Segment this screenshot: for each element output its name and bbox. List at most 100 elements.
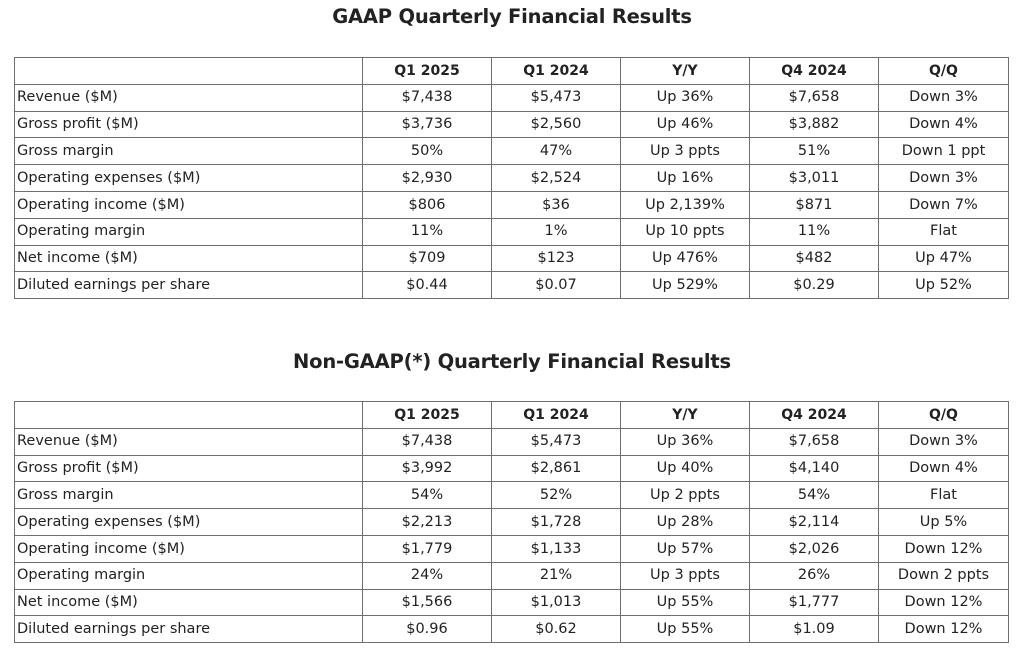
row-label: Operating income ($M) [14, 534, 363, 563]
header-row: Q1 2025 Q1 2024 Y/Y Q4 2024 Q/Q [14, 401, 1009, 429]
value-cell: $2,213 [362, 508, 492, 536]
value-cell: $871 [749, 190, 879, 219]
value-cell: $3,992 [362, 454, 492, 483]
nongaap-table-body: Revenue ($M) $7,438 $5,473 Up 36% $7,658 Down… [14, 427, 1009, 644]
row-label: Diluted earnings per share [14, 271, 363, 300]
value-cell: $482 [749, 244, 879, 273]
column-header: Q1 2024 [491, 57, 621, 85]
value-cell: $1,728 [491, 508, 621, 536]
table-row: Operating income ($M) $1,779 $1,133 Up 57% $… [14, 534, 1009, 563]
value-cell: $0.62 [491, 615, 621, 644]
value-cell: $3,882 [749, 110, 879, 139]
value-cell: Up 3 ppts [620, 561, 750, 590]
header-row: Q1 2025 Q1 2024 Y/Y Q4 2024 Q/Q [14, 57, 1009, 85]
value-cell: Flat [878, 481, 1009, 510]
value-cell: Down 12% [878, 534, 1009, 563]
column-header: Y/Y [620, 401, 750, 429]
value-cell: 47% [491, 137, 621, 166]
value-cell: Up 55% [620, 588, 750, 617]
value-cell: $3,011 [749, 164, 879, 192]
value-cell: Up 16% [620, 164, 750, 192]
value-cell: $7,658 [749, 83, 879, 112]
value-cell: Up 529% [620, 271, 750, 300]
value-cell: Down 7% [878, 190, 1009, 219]
column-header: Y/Y [620, 57, 750, 85]
value-cell: $709 [362, 244, 492, 273]
value-cell: 11% [362, 217, 492, 246]
value-cell: $36 [491, 190, 621, 219]
gaap-title: GAAP Quarterly Financial Results [332, 5, 692, 28]
row-label: Operating income ($M) [14, 190, 363, 219]
column-header: Q/Q [878, 401, 1009, 429]
row-label: Diluted earnings per share [14, 615, 363, 644]
value-cell: Down 1 ppt [878, 137, 1009, 166]
table-row: Gross profit ($M) $3,992 $2,861 Up 40% $4,14… [14, 454, 1009, 483]
value-cell: Up 28% [620, 508, 750, 536]
row-label: Gross margin [14, 481, 363, 510]
row-label: Net income ($M) [14, 588, 363, 617]
value-cell: 26% [749, 561, 879, 590]
value-cell: $0.29 [749, 271, 879, 300]
value-cell: $1,779 [362, 534, 492, 563]
header-corner-cell [14, 401, 363, 429]
column-header: Q1 2024 [491, 401, 621, 429]
table-row: Net income ($M) $709 $123 Up 476% $482 Up 47% [14, 244, 1009, 273]
gaap-results-table: Q1 2025 Q1 2024 Y/Y Q4 2024 Q/Q Revenue ($M)… [14, 57, 1009, 300]
value-cell: 21% [491, 561, 621, 590]
table-row: Operating expenses ($M) $2,213 $1,728 Up 28… [14, 508, 1009, 536]
value-cell: Up 36% [620, 427, 750, 456]
gaap-table-body: Revenue ($M) $7,438 $5,473 Up 36% $7,658 Down… [14, 83, 1009, 300]
value-cell: Up 2 ppts [620, 481, 750, 510]
row-label: Net income ($M) [14, 244, 363, 273]
value-cell: $5,473 [491, 83, 621, 112]
value-cell: 51% [749, 137, 879, 166]
value-cell: $5,473 [491, 427, 621, 456]
table-row: Diluted earnings per share $0.44 $0.07 Up 5… [14, 271, 1009, 300]
table-row: Operating margin 24% 21% Up 3 ppts 26% Down 2… [14, 561, 1009, 590]
value-cell: Down 12% [878, 615, 1009, 644]
table-row: Gross margin 54% 52% Up 2 ppts 54% Flat [14, 481, 1009, 510]
value-cell: Up 3 ppts [620, 137, 750, 166]
row-label: Gross profit ($M) [14, 454, 363, 483]
value-cell: Up 2,139% [620, 190, 750, 219]
row-label: Operating margin [14, 217, 363, 246]
column-header: Q4 2024 [749, 401, 879, 429]
value-cell: Flat [878, 217, 1009, 246]
table-row: Gross margin 50% 47% Up 3 ppts 51% Down 1 ppt [14, 137, 1009, 166]
table-row: Net income ($M) $1,566 $1,013 Up 55% $1,777 D… [14, 588, 1009, 617]
value-cell: Up 5% [878, 508, 1009, 536]
value-cell: Up 57% [620, 534, 750, 563]
row-label: Gross profit ($M) [14, 110, 363, 139]
value-cell: 1% [491, 217, 621, 246]
value-cell: $7,438 [362, 83, 492, 112]
gaap-table-header: Q1 2025 Q1 2024 Y/Y Q4 2024 Q/Q [14, 57, 1009, 85]
value-cell: 52% [491, 481, 621, 510]
value-cell: $1,133 [491, 534, 621, 563]
value-cell: 24% [362, 561, 492, 590]
value-cell: $1,777 [749, 588, 879, 617]
value-cell: Up 46% [620, 110, 750, 139]
nongaap-title: Non-GAAP(*) Quarterly Financial Results [293, 350, 731, 373]
value-cell: $0.96 [362, 615, 492, 644]
value-cell: $1.09 [749, 615, 879, 644]
table-row: Revenue ($M) $7,438 $5,473 Up 36% $7,658 Down… [14, 83, 1009, 112]
value-cell: Down 3% [878, 83, 1009, 112]
value-cell: $2,524 [491, 164, 621, 192]
value-cell: $7,438 [362, 427, 492, 456]
value-cell: $2,861 [491, 454, 621, 483]
row-label: Operating margin [14, 561, 363, 590]
value-cell: Up 36% [620, 83, 750, 112]
nongaap-table-header: Q1 2025 Q1 2024 Y/Y Q4 2024 Q/Q [14, 401, 1009, 429]
value-cell: $806 [362, 190, 492, 219]
nongaap-results-table: Q1 2025 Q1 2024 Y/Y Q4 2024 Q/Q Revenue ($M)… [14, 401, 1009, 644]
table-row: Operating income ($M) $806 $36 Up 2,139% $87… [14, 190, 1009, 219]
value-cell: $123 [491, 244, 621, 273]
value-cell: Down 3% [878, 427, 1009, 456]
value-cell: Down 3% [878, 164, 1009, 192]
column-header: Q4 2024 [749, 57, 879, 85]
value-cell: $0.07 [491, 271, 621, 300]
value-cell: Down 4% [878, 110, 1009, 139]
value-cell: $0.44 [362, 271, 492, 300]
value-cell: Up 47% [878, 244, 1009, 273]
value-cell: $2,560 [491, 110, 621, 139]
